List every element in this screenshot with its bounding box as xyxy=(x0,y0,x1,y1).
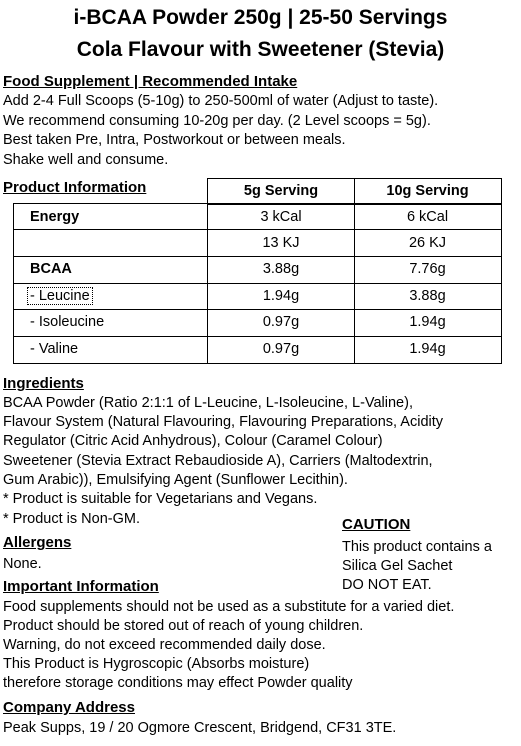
important-heading: Important Information xyxy=(3,578,159,595)
table-row-divider xyxy=(13,283,501,284)
supplement-line: Add 2-4 Full Scoops (5-10g) to 250-500ml… xyxy=(3,93,439,109)
table-cell-10g: 7.76g xyxy=(409,261,446,277)
table-row-divider xyxy=(13,309,501,310)
table-cell-5g: 3 kCal xyxy=(260,209,302,225)
table-cell-10g: 6 kCal xyxy=(406,209,449,225)
table-cell-5g: 13 KJ xyxy=(262,235,300,251)
supplement-line: We recommend consuming 10-20g per day. (… xyxy=(3,113,431,129)
supplement-line: Shake well and consume. xyxy=(3,152,169,168)
table-cell-10g: 1.94g xyxy=(409,341,446,357)
table-row-label: BCAA xyxy=(30,261,72,277)
table-cell-10g: 3.88g xyxy=(409,288,446,304)
table-row-label-wrap: - Leucine xyxy=(27,287,93,305)
ingredients-line: Gum Arabic)), Emulsifying Agent (Sunflow… xyxy=(3,472,348,488)
caution-heading: CAUTION xyxy=(342,516,411,533)
table-row-label: - Isoleucine xyxy=(30,314,105,330)
column-header-5g: 5g Serving xyxy=(243,183,319,199)
caution-line: DO NOT EAT. xyxy=(342,577,432,593)
table-divider xyxy=(354,178,355,204)
ingredients-heading: Ingredients xyxy=(3,375,84,392)
important-line: Food supplements should not be used as a… xyxy=(3,599,455,615)
company-heading: Company Address xyxy=(3,699,135,716)
important-line: therefore storage conditions may effect … xyxy=(3,675,353,691)
supplement-line: Best taken Pre, Intra, Postworkout or be… xyxy=(3,132,346,148)
table-row-label: - Leucine xyxy=(27,287,93,305)
product-subtitle: Cola Flavour with Sweetener (Stevia) xyxy=(76,38,445,61)
ingredients-line: BCAA Powder (Ratio 2:1:1 of L-Leucine, L… xyxy=(3,395,413,411)
table-row-divider xyxy=(13,229,501,230)
allergens-text: None. xyxy=(3,556,42,572)
important-line: Warning, do not exceed recommended daily… xyxy=(3,637,326,653)
table-cell-5g: 0.97g xyxy=(262,341,300,357)
important-line: This Product is Hygroscopic (Absorbs moi… xyxy=(3,656,310,672)
supplement-heading: Food Supplement | Recommended Intake xyxy=(3,73,298,90)
column-header-10g: 10g Serving xyxy=(386,183,469,199)
table-row-divider xyxy=(13,336,501,337)
ingredients-note: * Product is Non-GM. xyxy=(3,511,140,527)
important-line: Product should be stored out of reach of… xyxy=(3,618,364,634)
ingredients-line: Sweetener (Stevia Extract Rebaudioside A… xyxy=(3,453,433,469)
table-cell-5g: 0.97g xyxy=(262,314,300,330)
ingredients-line: Flavour System (Natural Flavouring, Flav… xyxy=(3,414,444,430)
table-cell-5g: 3.88g xyxy=(262,261,300,277)
ingredients-line: Regulator (Citric Acid Anhydrous), Colou… xyxy=(3,433,383,449)
table-cell-10g: 1.94g xyxy=(409,314,446,330)
table-row-divider xyxy=(13,256,501,257)
product-title: i-BCAA Powder 250g | 25-50 Servings xyxy=(73,6,448,29)
ingredients-note: * Product is suitable for Vegetarians an… xyxy=(3,491,318,507)
table-cell-10g: 26 KJ xyxy=(408,235,447,251)
table-row-label: - Valine xyxy=(30,341,79,357)
table-cell-5g: 1.94g xyxy=(262,288,300,304)
product-info-heading: Product Information xyxy=(3,179,147,196)
caution-line: Silica Gel Sachet xyxy=(342,558,453,574)
table-row-label: Energy xyxy=(30,209,80,225)
caution-line: This product contains a xyxy=(342,539,492,555)
allergens-heading: Allergens xyxy=(3,534,72,551)
company-address: Peak Supps, 19 / 20 Ogmore Crescent, Bri… xyxy=(3,720,397,736)
